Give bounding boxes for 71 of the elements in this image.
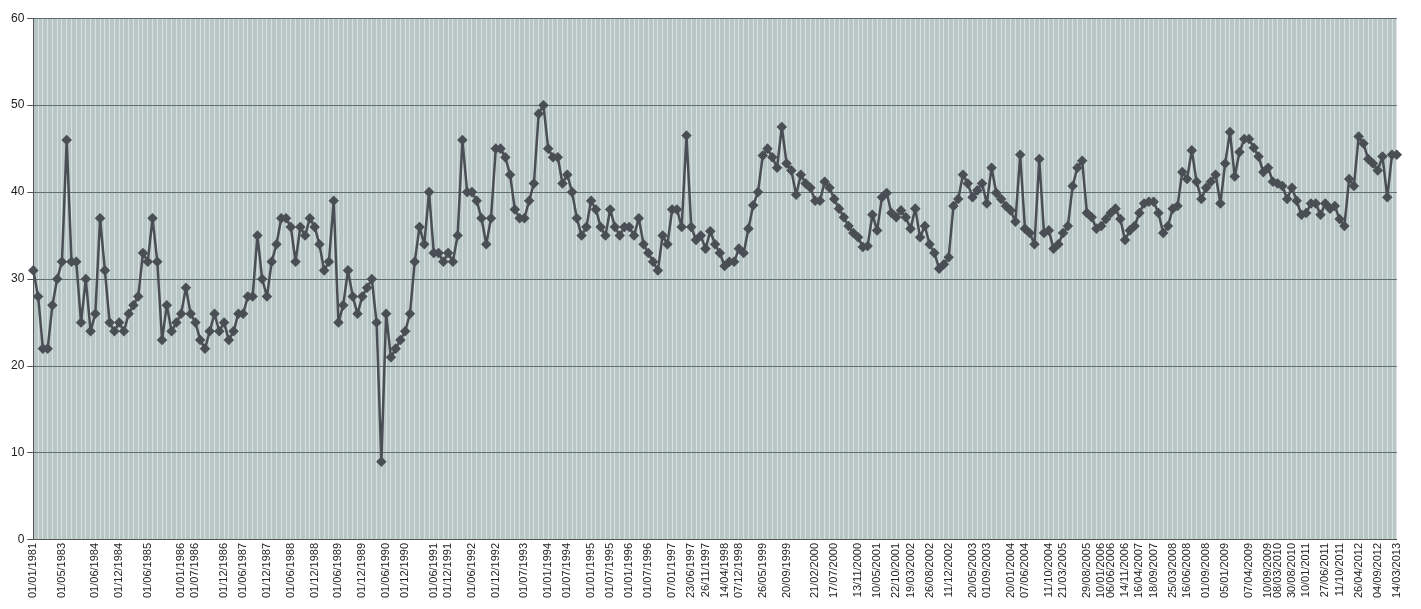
x-tick-label: 01/06/1989 [331, 542, 344, 599]
x-tick-label: 01/12/1988 [307, 542, 320, 599]
x-tick-label: 21/02/2000 [808, 542, 821, 599]
x-tick-label: 26/11/1997 [698, 542, 711, 598]
x-tick-label: 01/06/1985 [140, 542, 153, 599]
y-tick-label: 30 [10, 271, 25, 286]
x-tick-label: 20/05/2003 [965, 542, 978, 599]
x-tick-label: 01/06/1992 [464, 542, 477, 599]
x-tick-label: 14/03/2013 [1389, 542, 1402, 599]
x-tick-label: 04/09/2012 [1370, 542, 1383, 599]
x-tick-label: 16/04/2007 [1132, 542, 1145, 599]
x-tick-label: 07/01/1997 [665, 542, 678, 599]
x-tick-label: 25/03/2008 [1165, 542, 1178, 599]
x-tick-label: 07/06/2004 [1017, 542, 1030, 599]
x-tick-label: 01/12/1991 [441, 542, 454, 599]
x-tick-label: 01/05/1983 [54, 542, 67, 599]
x-tick-label: 01/12/1990 [398, 542, 411, 599]
x-tick-label: 01/01/1996 [622, 542, 635, 599]
x-tick-label: 01/06/1987 [236, 542, 249, 599]
x-tick-label: 01/09/2003 [979, 542, 992, 599]
x-tick-label: 01/07/1994 [560, 542, 573, 599]
x-tick-label: 01/12/1989 [355, 542, 368, 599]
x-tick-label: 11/12/2002 [941, 542, 954, 598]
x-tick-label: 01/09/2008 [1199, 542, 1212, 599]
y-tick-label: 60 [10, 10, 25, 25]
x-tick-label: 01/01/1986 [174, 542, 187, 599]
x-tick-label: 26/08/2002 [922, 542, 935, 599]
x-tick-label: 11/10/2004 [1041, 542, 1054, 598]
x-tick-label: 05/01/2009 [1218, 542, 1231, 599]
x-tick-label: 30/08/2010 [1284, 542, 1297, 599]
x-tick-label: 01/07/1996 [641, 542, 654, 599]
x-tick-label: 01/06/1990 [379, 542, 392, 599]
x-tick-label: 01/12/1984 [112, 542, 125, 599]
x-tick-label: 16/06/2008 [1180, 542, 1193, 599]
x-tick-label: 14/11/2006 [1118, 542, 1131, 598]
x-tick-label: 27/06/2011 [1318, 542, 1331, 598]
y-tick-label: 10 [10, 445, 25, 460]
x-tick-label: 10/01/2011 [1299, 542, 1312, 598]
y-tick-label: 50 [10, 97, 25, 112]
x-tick-label: 20/01/2004 [1003, 542, 1016, 599]
x-tick-label: 21/03/2005 [1056, 542, 1069, 599]
y-tick-label: 20 [10, 358, 25, 373]
x-tick-label: 07/04/2009 [1242, 542, 1255, 599]
x-tick-label: 19/03/2002 [903, 542, 916, 599]
x-tick-label: 26/05/1999 [755, 542, 768, 599]
y-tick-label: 0 [17, 532, 25, 547]
x-tick-label: 18/09/2007 [1146, 542, 1159, 599]
x-tick-label: 01/06/1991 [426, 542, 439, 599]
x-tick-label: 11/10/2011 [1332, 542, 1345, 597]
x-tick-label: 01/07/1993 [517, 542, 530, 599]
x-tick-label: 01/06/1988 [283, 542, 296, 599]
x-tick-label: 23/06/1997 [684, 542, 697, 599]
x-tick-label: 01/01/1995 [584, 542, 597, 599]
x-tick-label: 17/07/2000 [827, 542, 840, 599]
x-tick-label: 26/04/2012 [1351, 542, 1364, 599]
y-tick-label: 40 [10, 184, 25, 199]
x-tick-label: 01/07/1995 [603, 542, 616, 599]
x-tick-label: 22/10/2001 [889, 542, 902, 599]
x-tick-label: 29/08/2005 [1079, 542, 1092, 599]
x-tick-label: 20/09/1999 [779, 542, 792, 599]
x-tick-label: 01/12/1987 [259, 542, 272, 599]
x-tick-label: 01/07/1986 [188, 542, 201, 599]
x-tick-label: 01/06/1984 [88, 542, 101, 599]
x-tick-label: 14/04/1998 [717, 542, 730, 599]
x-tick-label: 01/01/1981 [26, 542, 39, 599]
x-tick-label: 01/12/1992 [488, 542, 501, 599]
x-tick-label: 01/01/1994 [541, 542, 554, 599]
x-tick-label: 07/12/1998 [731, 542, 744, 599]
x-tick-label: 13/11/2000 [851, 542, 864, 598]
x-tick-label: 10/05/2001 [870, 542, 883, 599]
x-tick-label: 01/12/1986 [217, 542, 230, 599]
